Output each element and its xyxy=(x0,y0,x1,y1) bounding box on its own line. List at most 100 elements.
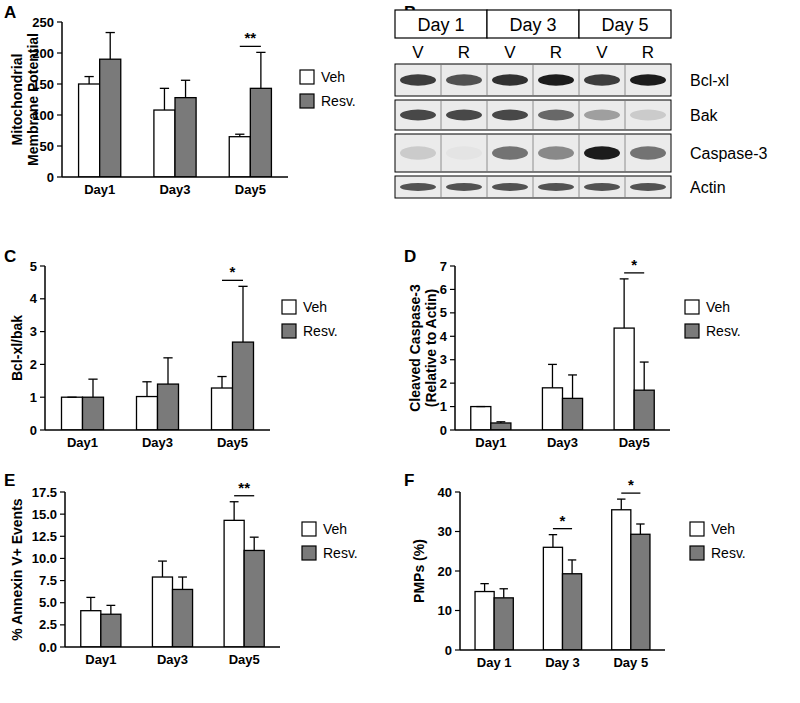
marks xyxy=(62,286,254,430)
error-bar xyxy=(476,406,485,407)
blot-band xyxy=(630,146,666,160)
x-tick-label: Day1 xyxy=(85,652,116,667)
error-stem xyxy=(623,279,624,328)
lane-divider xyxy=(579,176,580,198)
y-tick-label: 5 xyxy=(30,259,37,274)
y-tick-label: 3 xyxy=(30,324,37,339)
lane-label: V xyxy=(412,43,424,62)
error-stem xyxy=(90,597,91,610)
y-tick-label: 12.5 xyxy=(32,529,57,544)
error-stem xyxy=(484,584,485,592)
error-cap xyxy=(84,76,93,77)
blot-band xyxy=(584,146,620,160)
error-cap xyxy=(235,134,244,135)
lane-divider xyxy=(441,134,442,172)
error-cap xyxy=(106,605,115,606)
legend-swatch xyxy=(300,94,314,108)
day-header-box xyxy=(579,10,671,38)
bar xyxy=(152,577,172,647)
lane-divider xyxy=(487,100,488,130)
error-bar xyxy=(500,589,508,598)
blot-band xyxy=(538,74,574,86)
error-stem xyxy=(571,560,572,574)
error-bar xyxy=(230,502,239,521)
panel-letter: A xyxy=(4,3,16,22)
error-cap xyxy=(568,559,576,560)
blot-band xyxy=(584,74,620,86)
figure: AMitochondrialMembrane Potential05010015… xyxy=(0,0,800,703)
lane-divider xyxy=(625,134,626,172)
y-axis-label: % Annexin V+ Events xyxy=(9,498,25,640)
bar xyxy=(224,520,244,647)
error-bar xyxy=(178,577,187,589)
error-bar xyxy=(549,535,557,548)
day-header-box xyxy=(487,10,579,38)
lane-divider xyxy=(533,134,534,172)
error-bar xyxy=(67,397,76,398)
y-axis-label: (Relative to Actin) xyxy=(423,289,439,408)
error-bar xyxy=(106,605,115,614)
y-tick-label: 0 xyxy=(47,170,54,185)
error-cap xyxy=(640,361,649,362)
error-bar xyxy=(181,80,190,97)
error-cap xyxy=(163,357,172,358)
x-tick-label: Day1 xyxy=(475,435,506,450)
bar xyxy=(491,423,511,430)
error-bar xyxy=(84,77,93,84)
significance-label: * xyxy=(631,256,637,273)
x-tick-label: Day3 xyxy=(547,435,578,450)
x-tick-label: Day5 xyxy=(229,652,260,667)
marks xyxy=(79,33,272,177)
legend-label: Resv. xyxy=(706,323,741,339)
legend-label: Veh xyxy=(711,521,735,537)
x-tick-label: Day1 xyxy=(67,435,98,450)
error-stem xyxy=(110,605,111,614)
bar xyxy=(542,388,562,430)
y-tick-label: 7.5 xyxy=(39,573,57,588)
y-tick-label: 50 xyxy=(40,139,54,154)
legend-swatch xyxy=(282,300,296,314)
blot-band xyxy=(446,110,482,121)
lane-divider xyxy=(579,134,580,172)
x-axis xyxy=(455,429,670,431)
error-bar xyxy=(620,279,629,328)
error-cap xyxy=(620,278,629,279)
y-axis xyxy=(454,266,456,430)
lane-divider xyxy=(487,64,488,96)
lane-label: V xyxy=(596,43,608,62)
error-bar xyxy=(142,382,151,397)
lane-divider xyxy=(579,64,580,96)
y-tick-label: 5.0 xyxy=(39,595,57,610)
blot-band xyxy=(630,183,666,191)
bar xyxy=(634,390,654,430)
error-stem xyxy=(167,358,168,384)
error-bar xyxy=(480,584,488,592)
y-tick-label: 150 xyxy=(32,77,54,92)
error-cap xyxy=(217,376,226,377)
panel-letter: F xyxy=(404,471,414,490)
bar xyxy=(175,98,196,177)
error-cap xyxy=(160,88,169,89)
error-stem xyxy=(221,377,222,388)
bar xyxy=(154,110,175,177)
significance-label: ** xyxy=(238,479,250,496)
bar xyxy=(244,550,264,647)
legend-swatch xyxy=(300,70,314,84)
blot-band xyxy=(446,74,482,86)
x-tick-label: Day3 xyxy=(157,652,188,667)
day-header-box xyxy=(395,10,487,38)
y-tick-label: 0 xyxy=(30,423,37,438)
blot-band xyxy=(400,183,436,191)
legend-swatch xyxy=(685,300,699,314)
error-stem xyxy=(640,524,641,534)
y-tick-label: 3 xyxy=(440,352,447,367)
error-bar xyxy=(235,134,244,136)
y-axis-label: Cleaved Caspase-3 xyxy=(407,284,423,412)
blot-band xyxy=(400,146,436,160)
day-header: Day 3 xyxy=(509,15,556,35)
bar xyxy=(233,342,254,430)
blot-strip xyxy=(395,100,671,130)
error-stem xyxy=(164,88,165,110)
x-axis xyxy=(62,176,288,178)
error-bar xyxy=(158,561,167,577)
